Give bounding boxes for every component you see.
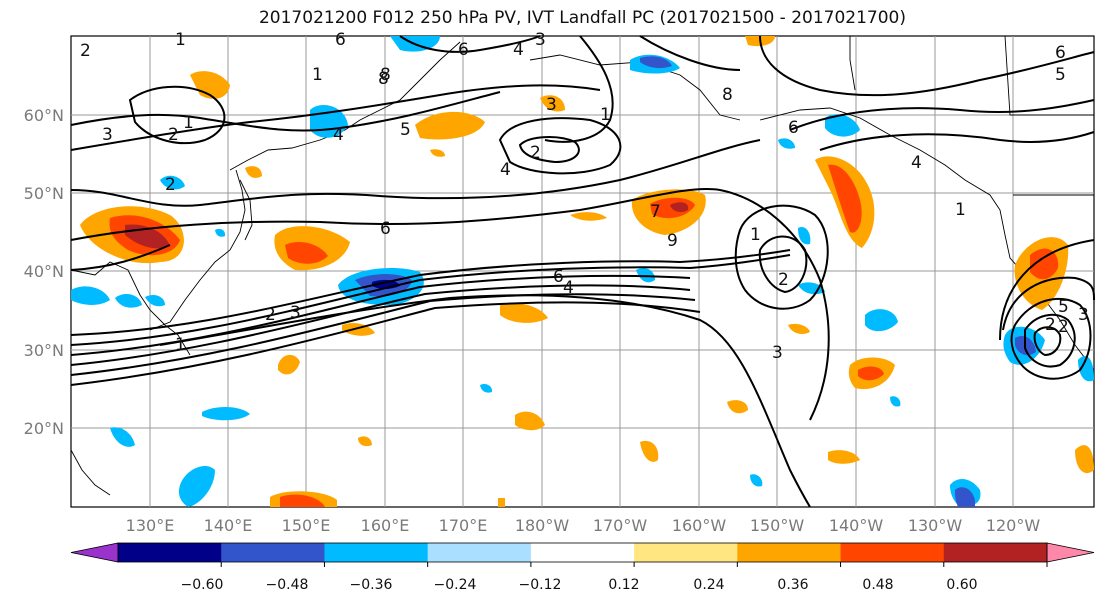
lon-label: 130°W	[908, 516, 963, 535]
contour-label: 6	[788, 118, 799, 138]
lon-label: 160°E	[361, 516, 410, 535]
lon-label: 140°E	[204, 516, 253, 535]
pv-contours	[70, 35, 1095, 508]
contour-label: 8	[380, 65, 391, 85]
lon-label: 120°W	[986, 516, 1041, 535]
contour-label: 2	[778, 270, 789, 290]
contour-label: 6	[553, 267, 564, 287]
contour-label: 2	[265, 305, 276, 325]
colorbar-outline	[117, 542, 1048, 563]
lon-label: 170°W	[593, 516, 648, 535]
lat-label-50n: 50°N	[24, 184, 64, 203]
contour-label: 6	[1055, 43, 1066, 63]
lat-label-60n: 60°N	[24, 106, 64, 125]
contour-label: 1	[312, 65, 323, 85]
lat-label-30n: 30°N	[24, 341, 64, 360]
contour-label: 3	[1078, 305, 1089, 325]
contour-label: 1	[175, 30, 186, 50]
contour-label: 2	[168, 125, 179, 145]
colorbar-segment	[530, 543, 635, 562]
colorbar-ticks	[220, 562, 1048, 567]
contour-label: 2	[1045, 315, 1056, 335]
colorbar-tick-label: −0.12	[519, 577, 562, 593]
contour-label: 9	[667, 231, 678, 251]
colorbar-tick-label: 0.48	[862, 577, 893, 593]
colorbar-tick-label: −0.60	[181, 577, 224, 593]
colorbar-segment	[737, 543, 842, 562]
contour-label: 2	[165, 175, 176, 195]
colorbar-tick-label: −0.48	[266, 577, 309, 593]
colorbar-extension-high	[1046, 542, 1095, 563]
contour-label: 1	[175, 335, 186, 355]
contour-label: 3	[546, 95, 557, 115]
lon-label: 160°W	[672, 516, 727, 535]
colorbar-tick-label: 0.12	[608, 577, 639, 593]
contour-label: 8	[722, 85, 733, 105]
colorbar-segment	[221, 543, 325, 562]
lon-label: 140°W	[829, 516, 884, 535]
contour-label: 4	[500, 160, 511, 180]
contour-label: 3	[535, 30, 546, 50]
contour-label: 5	[1055, 65, 1066, 85]
colorbar-segment	[324, 543, 429, 562]
colorbar-segment	[943, 543, 1048, 562]
colorbar-tick-labels: −0.60 −0.48 −0.36 −0.24 −0.12 0.12 0.24 …	[181, 577, 978, 593]
colorbar-segment	[634, 543, 738, 562]
contour-label: 1	[600, 105, 611, 125]
colorbar-tick-label: −0.24	[434, 577, 477, 593]
contour-label: 3	[102, 125, 113, 145]
contour-label: 5	[400, 120, 411, 140]
contour-label: 5	[1058, 297, 1069, 317]
lon-label: 150°E	[282, 516, 331, 535]
lat-label-20n: 20°N	[24, 419, 64, 438]
colorbar-segments	[70, 542, 1095, 563]
contour-label: 2	[1058, 317, 1069, 337]
contour-label: 2	[530, 143, 541, 163]
contour-label: 1	[183, 113, 194, 133]
lon-label: 180°W	[515, 516, 570, 535]
lat-label-40n: 40°N	[24, 262, 64, 281]
contour-label: 3	[772, 343, 783, 363]
map-title: 2017021200 F012 250 hPa PV, IVT Landfall…	[258, 8, 906, 28]
contour-labels: 2 1 3 2 1 6 4 5 8 3 4 2 6 1 2 3 6 4 8 6 …	[80, 30, 1089, 363]
colorbar-segment	[118, 543, 222, 562]
colorbar-segment	[840, 543, 945, 562]
colorbar-tick-label: 0.60	[946, 577, 977, 593]
colorbar-segment	[427, 543, 532, 562]
contour-label: 4	[911, 153, 922, 173]
contour-label: 7	[650, 202, 661, 222]
contour-label: 2	[80, 41, 91, 61]
contour-label: 8	[378, 69, 389, 89]
colorbar: −0.60 −0.48 −0.36 −0.24 −0.12 0.12 0.24 …	[70, 542, 1095, 593]
contour-label: 6	[458, 40, 469, 60]
contour-label: 1	[955, 200, 966, 220]
longitude-labels: 130°E 140°E 150°E 160°E 170°E 180°W 170°…	[126, 516, 1041, 535]
latitude-labels: 60°N 50°N 40°N 30°N 20°N	[24, 106, 64, 438]
lon-label: 130°E	[126, 516, 175, 535]
contour-label: 1	[750, 225, 761, 245]
contour-label: 6	[335, 30, 346, 50]
colorbar-tick-label: −0.36	[350, 577, 393, 593]
contour-label: 4	[563, 278, 574, 298]
colorbar-extension-low	[70, 542, 119, 563]
lon-label: 170°E	[439, 516, 488, 535]
lon-label: 150°W	[750, 516, 805, 535]
contour-label: 4	[513, 40, 524, 60]
contour-label: 4	[333, 125, 344, 145]
colorbar-tick-label: 0.36	[777, 577, 808, 593]
contour-label: 6	[380, 219, 391, 239]
colorbar-tick-label: 0.24	[693, 577, 724, 593]
contour-label: 3	[290, 303, 301, 323]
